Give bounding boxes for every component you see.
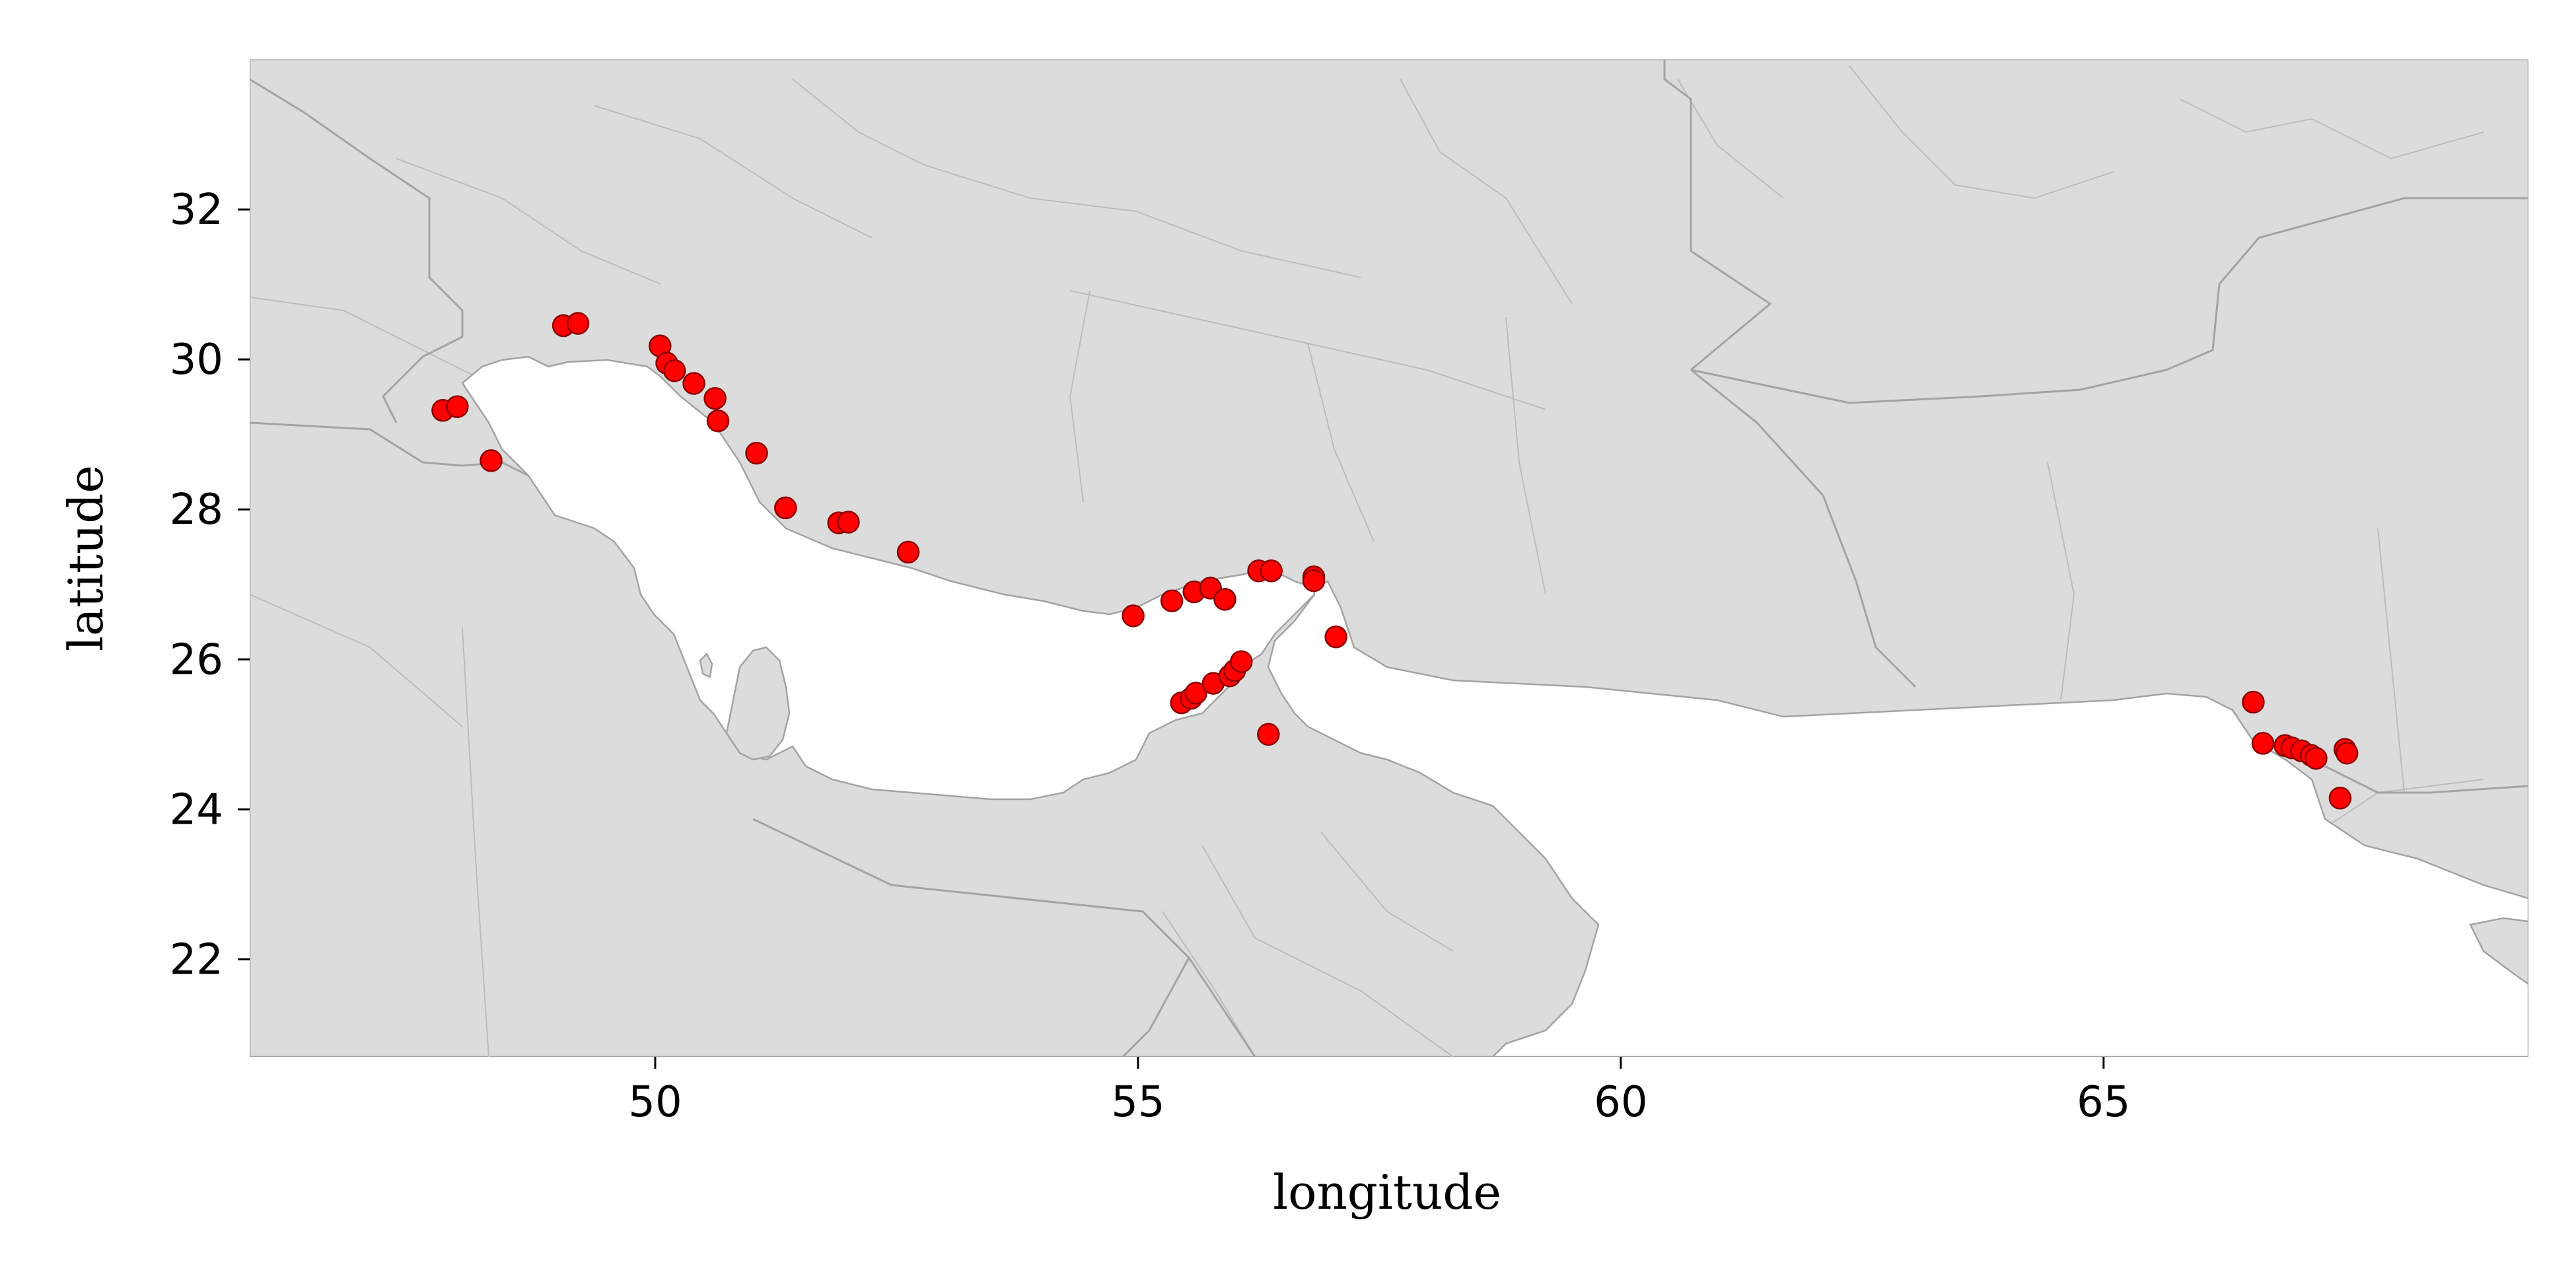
plot-area bbox=[250, 59, 2528, 1057]
y-axis-title: latitude bbox=[58, 465, 114, 651]
data-point-32 bbox=[1230, 650, 1253, 673]
persian-gulf-water bbox=[461, 355, 1316, 801]
x-tick-label-65: 65 bbox=[2077, 1078, 2130, 1127]
x-tick-label-60: 60 bbox=[1594, 1078, 1647, 1127]
data-point-42 bbox=[2335, 741, 2359, 765]
data-point-2 bbox=[480, 449, 503, 472]
data-point-17 bbox=[1160, 589, 1184, 612]
data-point-10 bbox=[706, 409, 730, 433]
country-borders bbox=[250, 59, 2528, 1057]
y-tick-label-24: 24 bbox=[170, 785, 223, 834]
y-tick-label-30: 30 bbox=[170, 336, 223, 384]
data-point-7 bbox=[662, 359, 686, 382]
data-point-24 bbox=[1302, 569, 1326, 592]
coastal-land-east bbox=[2469, 917, 2528, 985]
bahrain-island bbox=[699, 652, 713, 678]
data-point-33 bbox=[1257, 723, 1280, 746]
points-layer bbox=[431, 312, 2359, 810]
y-tick-label-22: 22 bbox=[170, 935, 223, 984]
x-axis: 50 55 60 65 bbox=[628, 1057, 2130, 1127]
data-point-15 bbox=[896, 540, 920, 564]
data-point-35 bbox=[2251, 732, 2275, 755]
y-tick-label-26: 26 bbox=[170, 635, 223, 684]
x-tick-label-50: 50 bbox=[628, 1078, 682, 1127]
data-point-11 bbox=[745, 441, 768, 465]
data-point-40 bbox=[2305, 746, 2328, 770]
data-point-22 bbox=[1260, 559, 1283, 583]
province-borders bbox=[250, 65, 2484, 1057]
data-point-1 bbox=[446, 395, 469, 418]
data-point-20 bbox=[1213, 588, 1236, 611]
data-point-4 bbox=[566, 312, 590, 335]
x-axis-title: longitude bbox=[1273, 1164, 1501, 1220]
data-point-34 bbox=[2242, 690, 2265, 714]
y-axis: 22 24 26 28 30 32 bbox=[170, 186, 250, 984]
data-point-9 bbox=[703, 386, 727, 410]
arabian-sea-water bbox=[1267, 580, 2528, 1057]
data-point-25 bbox=[1324, 625, 1347, 649]
qatar-peninsula bbox=[725, 646, 791, 761]
data-point-8 bbox=[682, 372, 705, 395]
data-point-43 bbox=[2328, 787, 2352, 810]
y-tick-label-28: 28 bbox=[170, 485, 223, 534]
y-tick-label-32: 32 bbox=[170, 186, 223, 234]
data-point-16 bbox=[1122, 604, 1145, 627]
data-point-12 bbox=[774, 496, 797, 520]
data-point-14 bbox=[837, 511, 860, 534]
data-point-28 bbox=[1184, 682, 1207, 705]
x-tick-label-55: 55 bbox=[1111, 1078, 1164, 1127]
